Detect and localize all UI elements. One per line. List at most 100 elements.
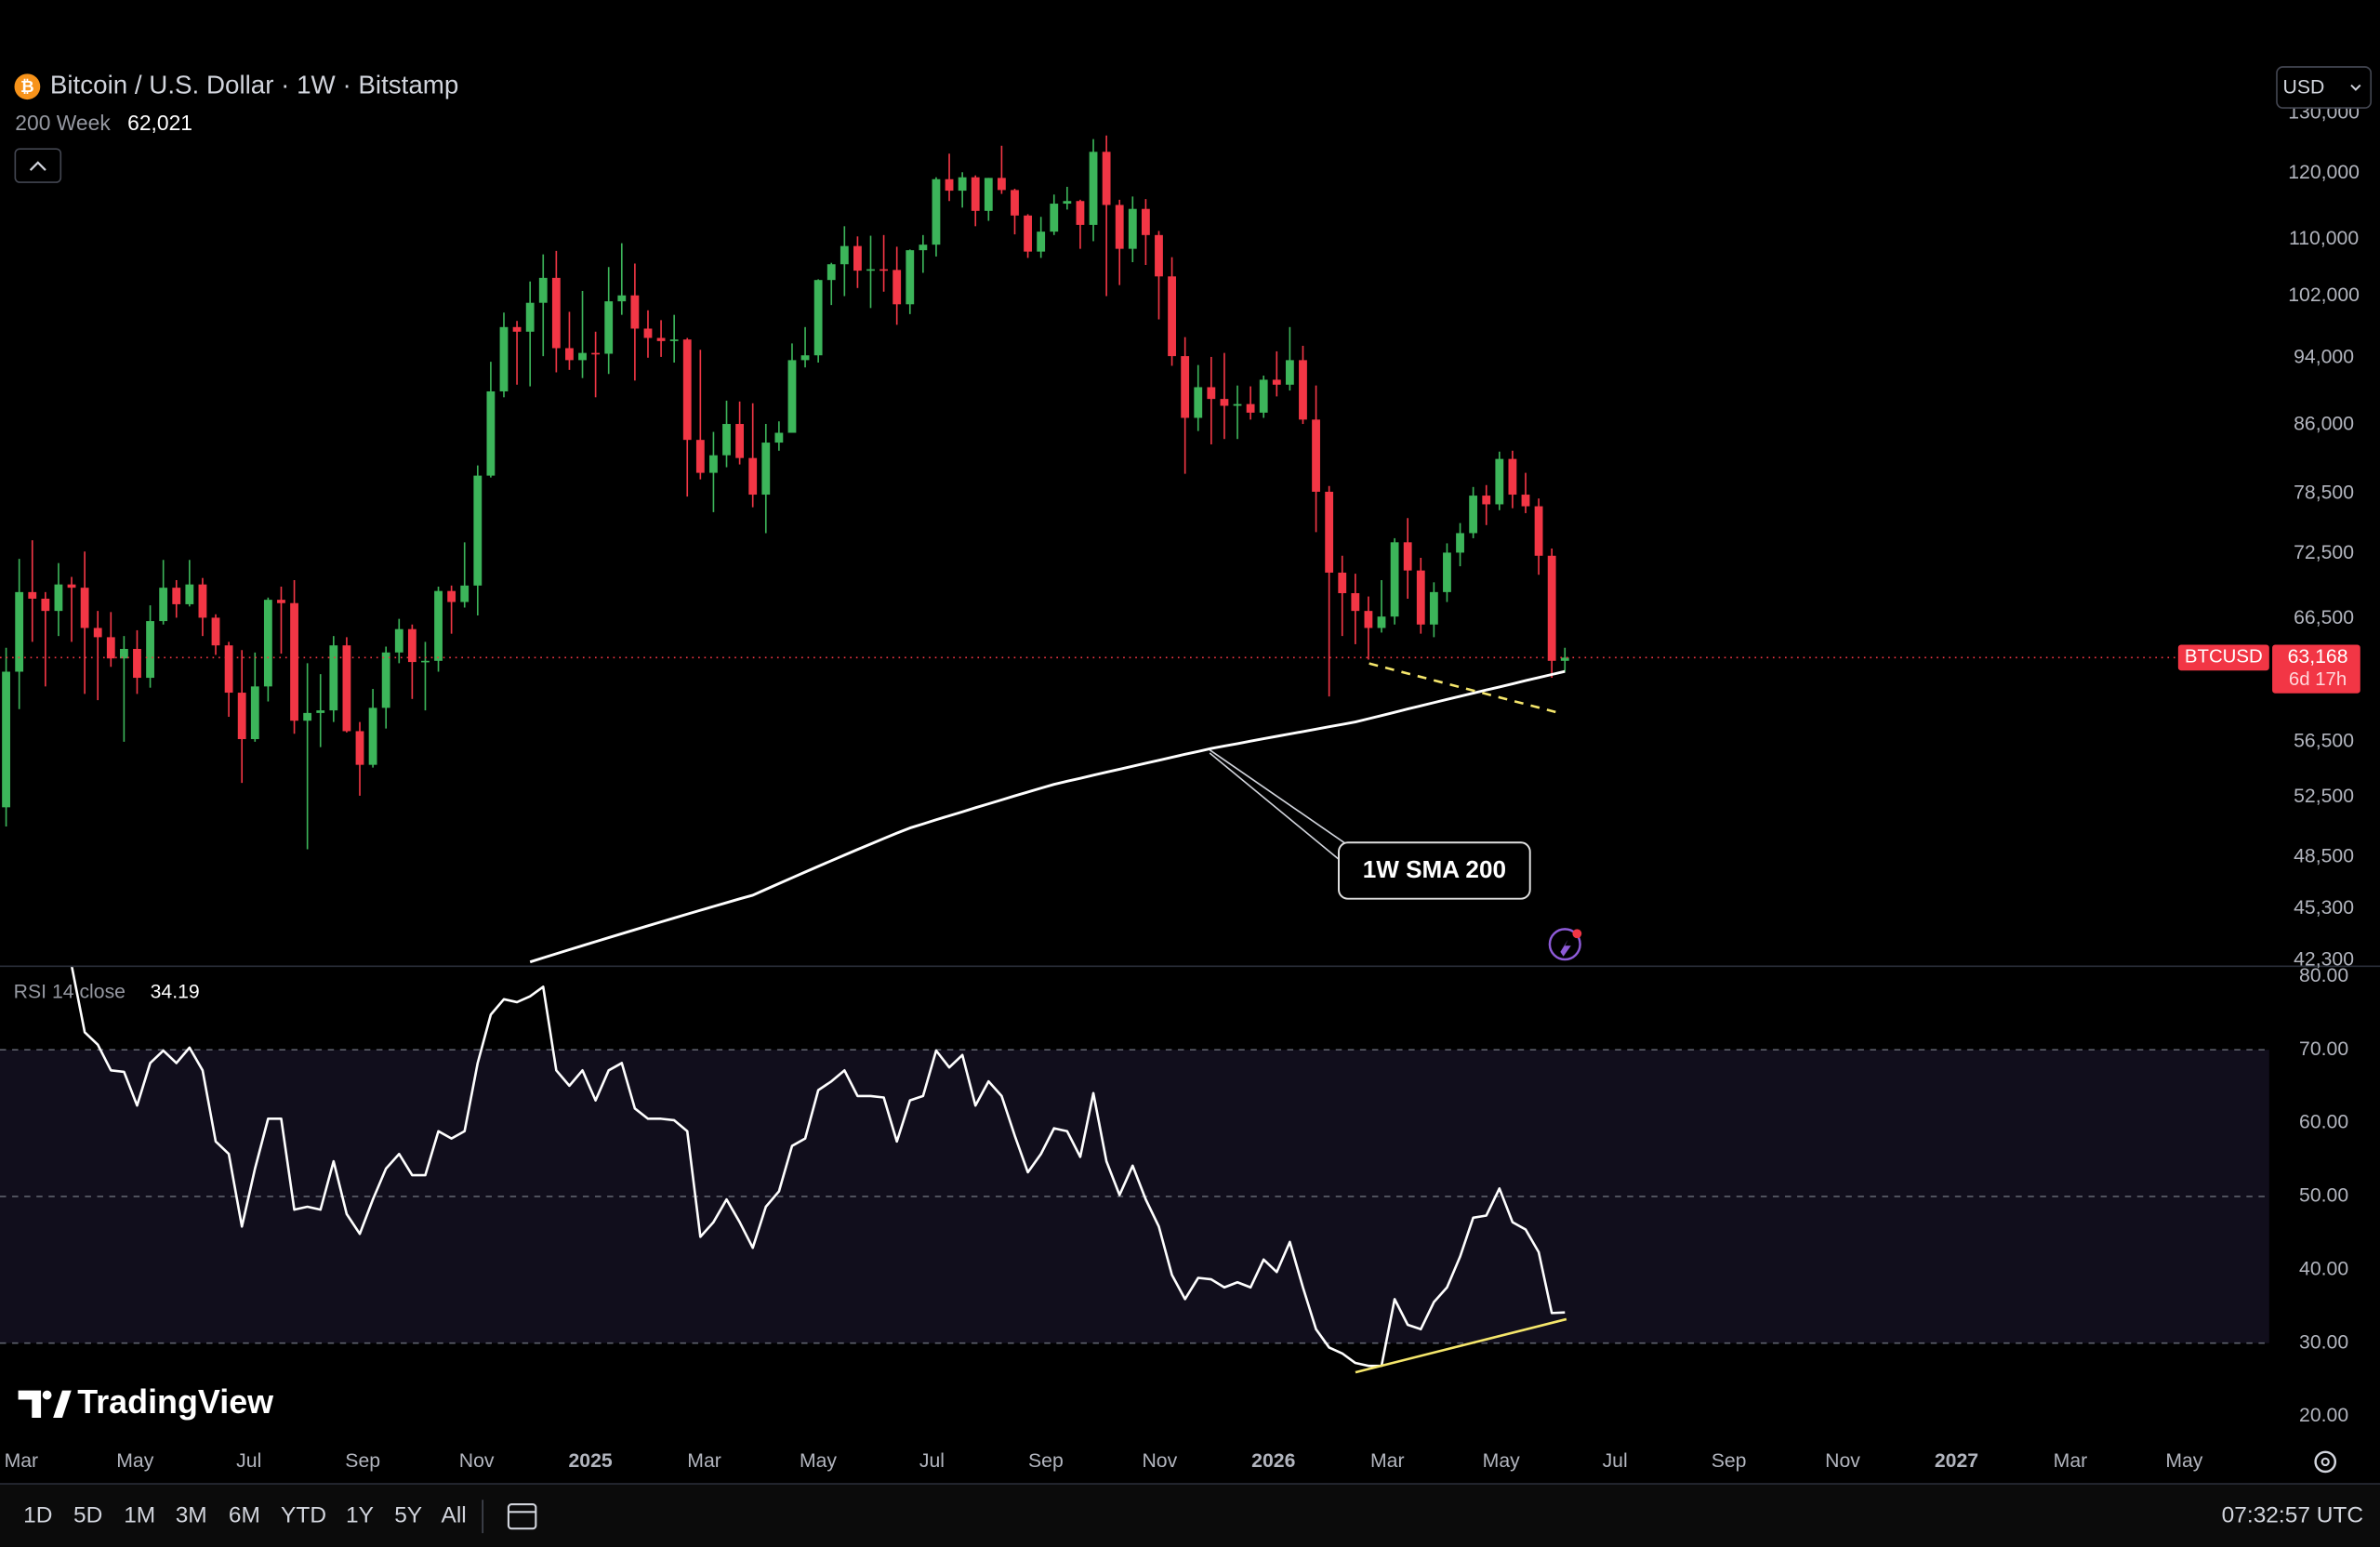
- x-tick-label: Jul: [236, 1450, 261, 1472]
- candle-body: [277, 600, 285, 603]
- rsi-pane: [71, 967, 1566, 1368]
- y-tick-label: 72,500: [2294, 542, 2354, 563]
- candle-body: [1272, 379, 1281, 385]
- candle-body: [525, 302, 535, 332]
- x-tick-label: Jul: [1603, 1450, 1628, 1472]
- candle-body: [695, 440, 705, 473]
- callout-text: 1W SMA 200: [1363, 855, 1506, 883]
- candle-body: [826, 264, 836, 281]
- candle-body: [1102, 152, 1111, 205]
- settings-button[interactable]: [2314, 1450, 2337, 1474]
- candle-body: [1076, 201, 1085, 225]
- x-tick-label: Sep: [1712, 1450, 1747, 1472]
- candle-body: [748, 457, 758, 496]
- range-button[interactable]: 3M: [176, 1503, 207, 1528]
- candle-body: [1482, 496, 1491, 505]
- candle-body: [1469, 496, 1478, 534]
- brand-logo: [18, 1390, 72, 1419]
- indicator-value: 62,021: [127, 111, 192, 135]
- candle-body: [237, 693, 246, 740]
- candle-body: [1390, 542, 1399, 617]
- price-tag: [2272, 644, 2360, 694]
- x-tick-label: Mar: [2054, 1450, 2088, 1472]
- candle-body: [656, 337, 666, 341]
- y-tick-label: 56,500: [2294, 730, 2354, 751]
- candle-body: [1011, 190, 1019, 216]
- y-tick-label: 86,000: [2294, 414, 2354, 435]
- candle-body: [591, 352, 601, 355]
- rsi-value: 34.19: [151, 982, 200, 1003]
- range-button[interactable]: 1D: [23, 1503, 52, 1528]
- x-tick-label: Mar: [5, 1450, 39, 1472]
- candle-body: [551, 277, 561, 349]
- clock: 07:32:57 UTC: [2222, 1503, 2363, 1528]
- candle-body: [447, 590, 456, 602]
- candle-body: [709, 455, 718, 473]
- x-tick-label: May: [1483, 1450, 1520, 1472]
- collapse-button[interactable]: [14, 148, 62, 183]
- candle-body: [368, 707, 377, 765]
- range-button[interactable]: 5D: [73, 1503, 102, 1528]
- trend-line: [1355, 1317, 1567, 1374]
- candle-body: [1024, 215, 1032, 252]
- candle-body: [1050, 204, 1059, 232]
- candle-body: [28, 591, 37, 599]
- candle-body: [1456, 533, 1464, 553]
- range-button[interactable]: YTD: [281, 1503, 326, 1528]
- range-button[interactable]: 1M: [124, 1503, 155, 1528]
- candle-body: [800, 355, 810, 361]
- candle-body: [185, 584, 194, 604]
- range-button[interactable]: All: [442, 1503, 467, 1528]
- candle-body: [290, 602, 298, 721]
- candle-body: [106, 637, 115, 659]
- candle-body: [303, 712, 312, 721]
- candle-body: [578, 352, 587, 361]
- candle-body: [250, 686, 259, 740]
- rsi-tick-label: 30.00: [2299, 1331, 2348, 1353]
- candle-body: [1377, 616, 1386, 628]
- candle-body: [1560, 657, 1569, 661]
- candle-body: [1364, 611, 1373, 628]
- candle-body: [787, 360, 797, 433]
- currency-label: USD: [2283, 76, 2325, 98]
- candle-body: [1547, 555, 1556, 661]
- candle-body: [971, 177, 980, 211]
- candle-body: [682, 339, 692, 441]
- candle-body: [1325, 491, 1334, 573]
- candle-body: [1181, 356, 1190, 418]
- candle-body: [316, 710, 325, 713]
- y-tick-label: 110,000: [2289, 228, 2359, 249]
- y-tick-label: 48,500: [2294, 845, 2354, 866]
- candle-body: [1521, 495, 1530, 507]
- candle-body: [840, 245, 849, 265]
- price-tag-label: 63,168: [2288, 646, 2348, 668]
- rsi-tick-label: 20.00: [2299, 1405, 2348, 1426]
- candle-body: [735, 424, 745, 458]
- candle-body: [1168, 276, 1176, 357]
- candle-body: [499, 326, 509, 391]
- x-tick-label: 2026: [1251, 1450, 1295, 1472]
- y-tick-label: 102,000: [2288, 284, 2360, 306]
- date-range-button[interactable]: [507, 1503, 537, 1530]
- candle-body: [1115, 205, 1124, 249]
- y-tick-label: 66,500: [2294, 607, 2354, 628]
- x-tick-label: Nov: [1142, 1450, 1177, 1472]
- candle-body: [198, 584, 207, 618]
- brand-name: TradingView: [77, 1382, 273, 1421]
- candle-body: [133, 648, 141, 679]
- candle-body: [997, 178, 1006, 191]
- x-tick-label: Jul: [919, 1450, 945, 1472]
- candle-body: [421, 660, 430, 663]
- range-button[interactable]: 1Y: [346, 1503, 374, 1528]
- candle-body: [1207, 387, 1216, 400]
- candle-body: [1063, 201, 1072, 205]
- rsi-tick-label: 50.00: [2299, 1185, 2348, 1207]
- candle-body: [394, 628, 403, 653]
- symbol-title: Bitcoin / U.S. Dollar · 1W · Bitstamp: [50, 71, 458, 99]
- candle-body: [1534, 506, 1543, 556]
- range-button[interactable]: 5Y: [394, 1503, 422, 1528]
- currency-button[interactable]: USD: [2276, 66, 2373, 109]
- symbol-tag: [2177, 644, 2269, 671]
- range-button[interactable]: 6M: [229, 1503, 260, 1528]
